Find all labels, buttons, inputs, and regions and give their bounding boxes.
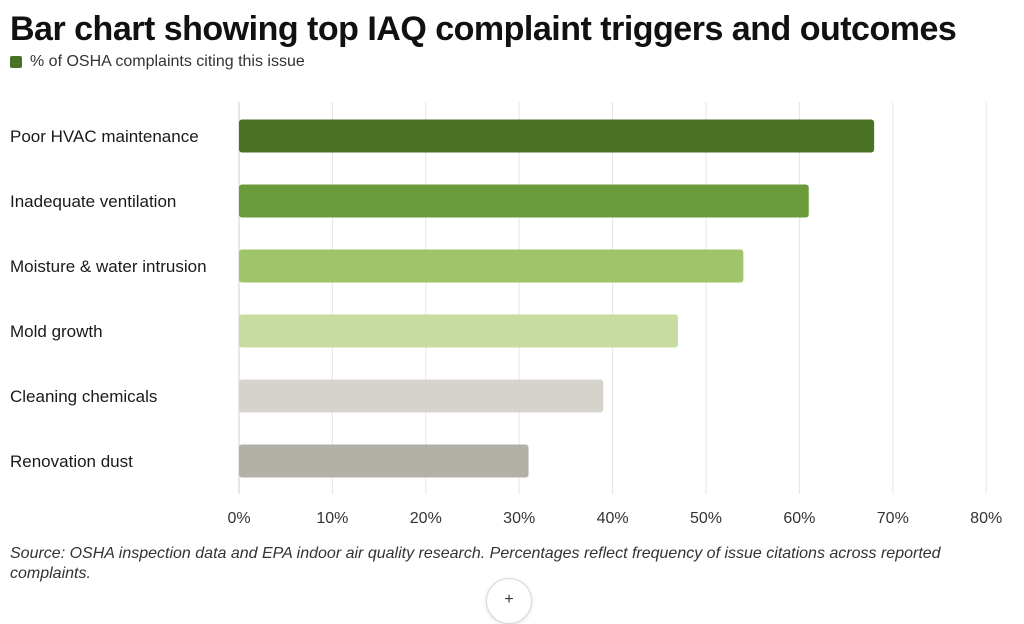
scroll-button[interactable]: + [486, 578, 532, 624]
source-note: Source: OSHA inspection data and EPA ind… [10, 545, 941, 582]
bar [239, 249, 744, 283]
x-tick-label: 50% [690, 510, 722, 527]
x-tick-label: 40% [597, 510, 629, 527]
x-tick-label: 60% [783, 510, 815, 527]
category-label: Cleaning chemicals [10, 387, 157, 406]
x-tick-label: 0% [227, 510, 250, 527]
x-tick-label: 70% [877, 510, 909, 527]
bar [239, 119, 875, 153]
x-tick-label: 30% [503, 510, 535, 527]
bar-chart: 0% 10% 20% 30% 40% 50% 60% 70% 80% Poor HVAC main… [10, 102, 1002, 527]
legend: % of OSHA complaints citing this issue [10, 53, 305, 71]
x-tick-label: 20% [410, 510, 442, 527]
category-label: Mold growth [10, 322, 103, 341]
category-label: Moisture & water intrusion [10, 257, 207, 276]
bar [239, 184, 809, 218]
bar [239, 444, 529, 478]
bar [239, 379, 604, 413]
bar [239, 314, 678, 348]
category-label: Inadequate ventilation [10, 192, 176, 211]
legend-swatch [10, 56, 22, 68]
category-label: Renovation dust [10, 452, 133, 471]
x-tick-label: 80% [970, 510, 1002, 527]
plus-icon: + [504, 591, 514, 608]
legend-label: % of OSHA complaints citing this issue [30, 53, 305, 70]
category-label: Poor HVAC maintenance [10, 127, 199, 146]
x-tick-label: 10% [316, 510, 348, 527]
chart-title: Bar chart showing top IAQ complaint trig… [10, 10, 957, 48]
